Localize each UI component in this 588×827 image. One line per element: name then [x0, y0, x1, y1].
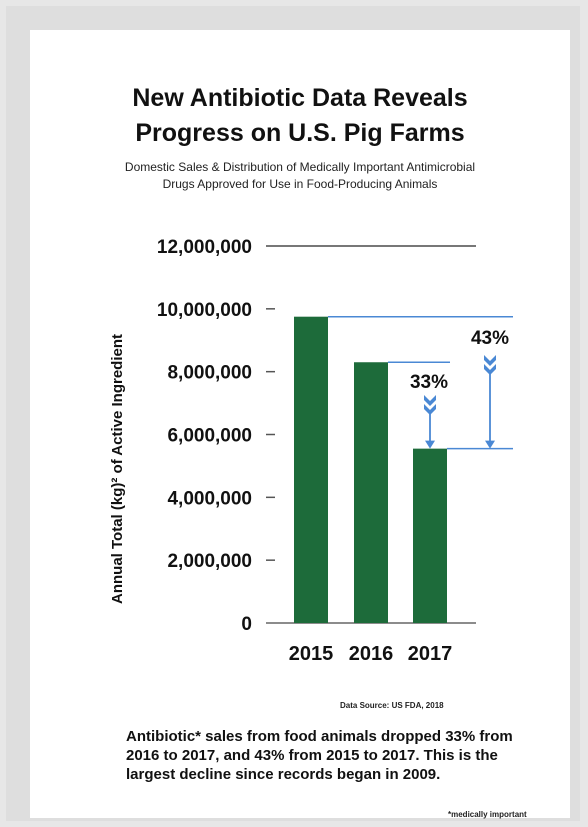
data-source: Data Source: US FDA, 2018	[340, 701, 444, 710]
arrow-33-feather-1	[424, 395, 436, 406]
arrow-33-feather-2	[424, 404, 436, 415]
chart-title-line: New Antibiotic Data Reveals	[132, 84, 467, 112]
x-tick-label: 2015	[289, 643, 334, 665]
annotation-43-label: 43%	[471, 328, 509, 349]
y-tick-label: 12,000,000	[157, 237, 252, 258]
arrow-43-feather-2	[484, 364, 496, 375]
x-tick-label: 2017	[408, 643, 453, 665]
bar-2015	[294, 316, 328, 623]
y-tick-label: 10,000,000	[157, 300, 252, 321]
summary-text: Antibiotic* sales from food animals drop…	[126, 728, 513, 783]
chart-subtitle-line: Domestic Sales & Distribution of Medical…	[125, 160, 475, 174]
infographic-panel: New Antibiotic Data Reveals Progress on U…	[30, 30, 570, 819]
bar-2017	[413, 448, 447, 623]
card-frame: New Antibiotic Data Reveals Progress on U…	[6, 6, 580, 821]
y-tick-label: 0	[241, 614, 252, 635]
y-tick-label: 8,000,000	[167, 363, 252, 384]
chart-subtitle-line: Drugs Approved for Use in Food-Producing…	[163, 177, 438, 191]
y-axis-label: Annual Total (kg)² of Active Ingredient	[109, 334, 126, 604]
y-tick-label: 6,000,000	[167, 426, 252, 447]
bar-2016	[354, 362, 388, 623]
arrow-43-head	[485, 440, 495, 449]
annotation-33-label: 33%	[410, 372, 448, 393]
x-tick-label: 2016	[349, 643, 394, 665]
y-tick-label: 4,000,000	[167, 488, 252, 509]
bar-chart: New Antibiotic Data Reveals Progress on U…	[109, 84, 513, 665]
arrow-43-feather-1	[484, 355, 496, 366]
arrow-33-head	[425, 440, 435, 449]
chart-title-line: Progress on U.S. Pig Farms	[135, 119, 464, 147]
y-tick-label: 2,000,000	[167, 551, 252, 572]
footnote: *medically important	[448, 810, 527, 819]
